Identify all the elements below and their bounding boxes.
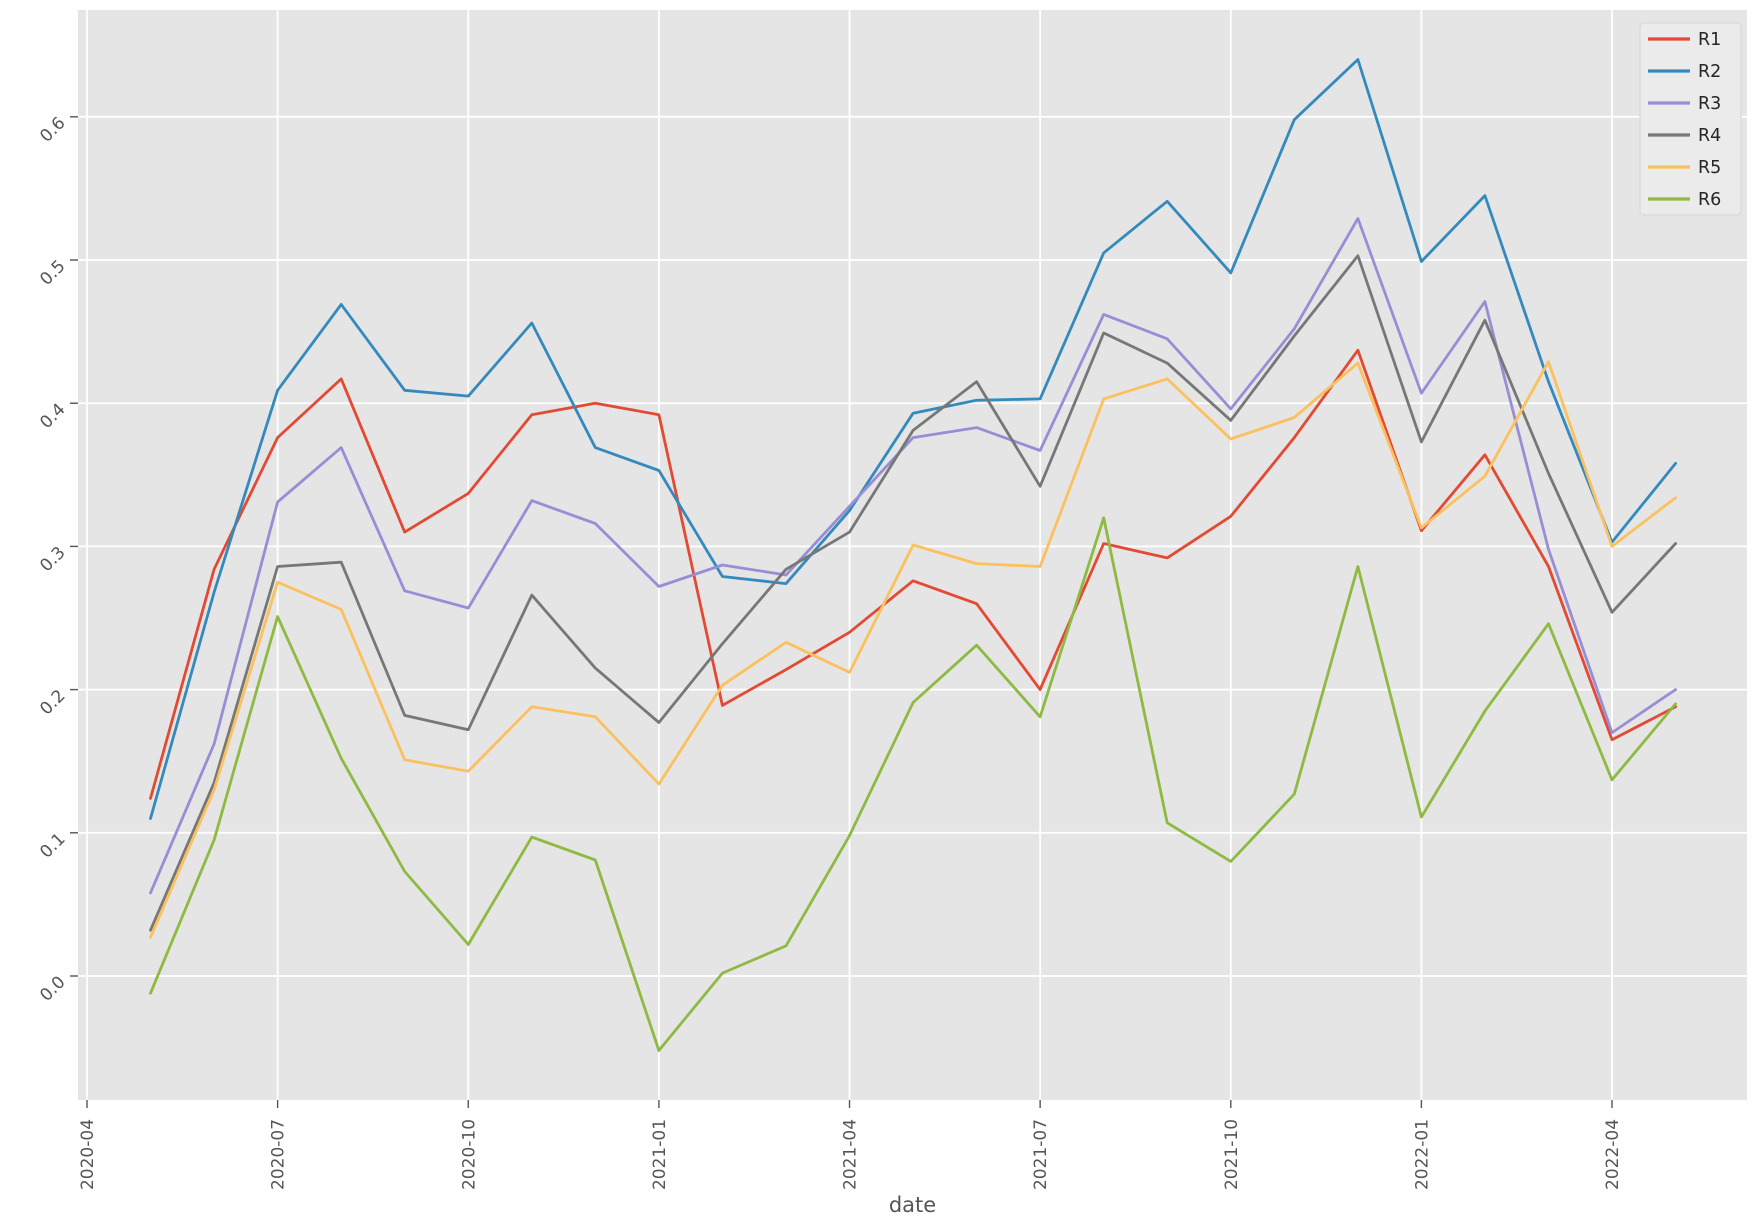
legend-label-r5: R5 (1698, 158, 1721, 178)
legend-label-r3: R3 (1698, 94, 1721, 114)
y-tick-label: 0.4 (36, 400, 69, 433)
series-line-r1 (149, 348, 1677, 800)
x-tick-label: 2020-04 (78, 1119, 98, 1190)
series-line-r6 (149, 516, 1677, 1052)
y-tick-label: 0.1 (36, 829, 69, 862)
x-tick-label: 2021-07 (1031, 1119, 1051, 1190)
series-line-r2 (149, 58, 1677, 820)
y-tick-label: 0.0 (36, 972, 69, 1005)
y-tick-label: 0.5 (36, 256, 69, 289)
x-axis-label: date (889, 1193, 936, 1217)
x-tick-label: 2020-07 (269, 1119, 289, 1190)
x-tick-label: 2021-04 (841, 1119, 861, 1190)
y-tick-label: 0.2 (36, 686, 69, 719)
plot-background (78, 10, 1747, 1100)
x-tick-label: 2020-10 (459, 1119, 479, 1190)
legend-box (1639, 22, 1742, 216)
series-line-r3 (149, 217, 1677, 895)
y-tick-label: 0.6 (36, 113, 69, 146)
legend-label-r6: R6 (1698, 190, 1721, 210)
series-line-r5 (149, 360, 1677, 939)
x-tick-label: 2021-01 (650, 1119, 670, 1190)
x-tick-label: 2022-04 (1603, 1119, 1623, 1190)
legend-label-r1: R1 (1698, 30, 1721, 50)
y-tick-label: 0.3 (36, 543, 69, 576)
series-line-r4 (149, 254, 1677, 932)
legend-label-r2: R2 (1698, 62, 1721, 82)
x-tick-label: 2022-01 (1412, 1119, 1432, 1190)
legend-label-r4: R4 (1698, 126, 1721, 146)
x-tick-label: 2021-10 (1222, 1119, 1242, 1190)
